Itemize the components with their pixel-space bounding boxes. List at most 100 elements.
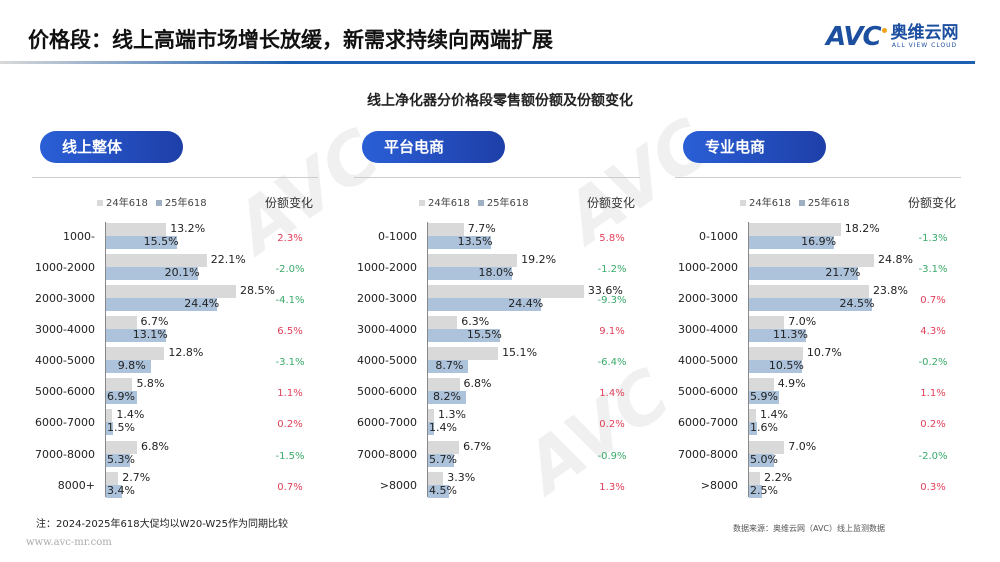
legend-label: 24年618 (428, 198, 470, 209)
value-label-25: 1.6% (750, 421, 778, 434)
value-label-25: 18.0% (478, 266, 514, 279)
panel-tab: 平台电商 (362, 131, 505, 163)
category-label: 2000-3000 (357, 292, 417, 305)
category-label: >8000 (700, 479, 738, 492)
share-change: 6.5% (277, 326, 303, 337)
category-label: 4000-5000 (35, 354, 95, 367)
bar-24 (428, 472, 444, 485)
bar-24 (749, 472, 761, 485)
value-label-25: 2.5% (750, 484, 778, 497)
bar-25 (428, 329, 500, 342)
share-change: -9.3% (597, 295, 627, 306)
share-change: 9.1% (599, 326, 625, 337)
bar-25 (749, 422, 758, 435)
value: 4.5 (429, 484, 447, 497)
legend-swatch (419, 200, 425, 206)
value: 24.4 (184, 297, 209, 310)
bar-25 (749, 298, 873, 311)
divider (32, 177, 318, 178)
value: 13.1 (132, 328, 158, 341)
value-label-25: 1.4% (429, 421, 457, 434)
share-change: 0.2% (599, 419, 625, 430)
category-label: 2000-3000 (678, 292, 738, 305)
share-change: 0.2% (277, 419, 303, 430)
category-label: 8000+ (57, 479, 95, 492)
share-change: 2.3% (277, 233, 303, 244)
value-label-24: 13.2% (170, 222, 206, 235)
page-title: 价格段：线上高端市场增长放缓，新需求持续向两端扩展 (28, 28, 553, 52)
share-change: -3.1% (918, 264, 948, 275)
value-label-24: 19.2% (521, 253, 557, 266)
bar-24 (106, 285, 236, 298)
bar-25 (749, 485, 762, 498)
value-label-25: 5.7% (429, 453, 457, 466)
legend-item: 24年618 (740, 194, 791, 209)
category-label: 7000-8000 (35, 448, 95, 461)
bar-25 (106, 267, 198, 280)
bar-24 (749, 254, 874, 267)
value: 21.7 (825, 266, 850, 279)
share-change: -3.1% (275, 357, 305, 368)
value: 13.2 (170, 222, 195, 235)
value-label-24: 1.4% (116, 408, 145, 421)
value-label-25: 20.1% (164, 266, 200, 279)
value: 16.9 (801, 235, 826, 248)
value: 2.2 (764, 471, 782, 484)
value: 24.4 (508, 297, 533, 310)
value: 12.8 (168, 346, 193, 359)
footnote: 注：2024-2025年618大促均以W20-W25作为同期比较 (36, 519, 289, 530)
category-label: >8000 (379, 479, 417, 492)
legend-swatch (97, 200, 103, 206)
bar-24 (428, 347, 499, 360)
category-label: 0-1000 (699, 230, 738, 243)
bar-25 (106, 391, 138, 404)
value-label-24: 3.3% (447, 471, 476, 484)
value: 3.3 (447, 471, 465, 484)
value: 6.7 (140, 315, 159, 328)
bar-24 (749, 378, 774, 391)
value-label-24: 7.7% (467, 222, 496, 235)
category-label: 6000-7000 (357, 416, 417, 429)
value-label-25: 21.7% (825, 266, 861, 279)
value: 24.5 (839, 297, 864, 310)
chart-title: 线上净化器分价格段零售额份额及份额变化 (367, 93, 633, 109)
value-label-24: 23.8% (872, 284, 908, 297)
share-change: -6.4% (597, 357, 627, 368)
legend-swatch (798, 200, 805, 206)
bar-25 (749, 267, 859, 280)
value: 15.1 (502, 346, 527, 359)
bar-24 (428, 378, 460, 391)
value-label-24: 4.9% (777, 377, 806, 390)
bar-24 (749, 285, 869, 298)
category-label: 5000-6000 (357, 385, 417, 398)
bar-24 (106, 378, 133, 391)
value-label-24: 12.8% (168, 346, 204, 359)
value-label-25: 11.3% (772, 328, 808, 341)
value: 5.8 (136, 377, 154, 390)
value: 23.8 (872, 284, 898, 297)
value-label-24: 24.8% (877, 253, 913, 266)
value-label-25: 4.5% (429, 484, 457, 497)
category-label: 3000-4000 (357, 323, 417, 336)
value-label-25: 13.5% (457, 235, 493, 248)
change-header: 份额变化 (908, 196, 957, 210)
value-label-24: 1.4% (760, 408, 788, 421)
value-label-25: 5.0% (750, 453, 778, 466)
value-label-24: 28.5% (239, 284, 275, 297)
legend-swatch (155, 200, 162, 206)
share-change: -2.0% (918, 451, 948, 462)
chart-panel-2: 专业电商 24年618 25年618 份额变化 0-1000 18.2% 16.… (643, 0, 965, 562)
category-label: 3000-4000 (678, 323, 738, 336)
share-change: 0.7% (920, 295, 946, 306)
value-label-24: 2.7% (122, 471, 151, 484)
bar-24 (749, 441, 785, 454)
legend-label: 24年618 (749, 198, 791, 209)
category-label: 1000-2000 (357, 261, 417, 274)
bar-24 (106, 316, 137, 329)
bar-25 (428, 236, 491, 249)
value: 1.4 (429, 421, 447, 434)
bar-25 (428, 485, 449, 498)
bar-25 (428, 454, 455, 467)
legend-item: 25年618 (798, 194, 850, 209)
bar-25 (106, 329, 166, 342)
